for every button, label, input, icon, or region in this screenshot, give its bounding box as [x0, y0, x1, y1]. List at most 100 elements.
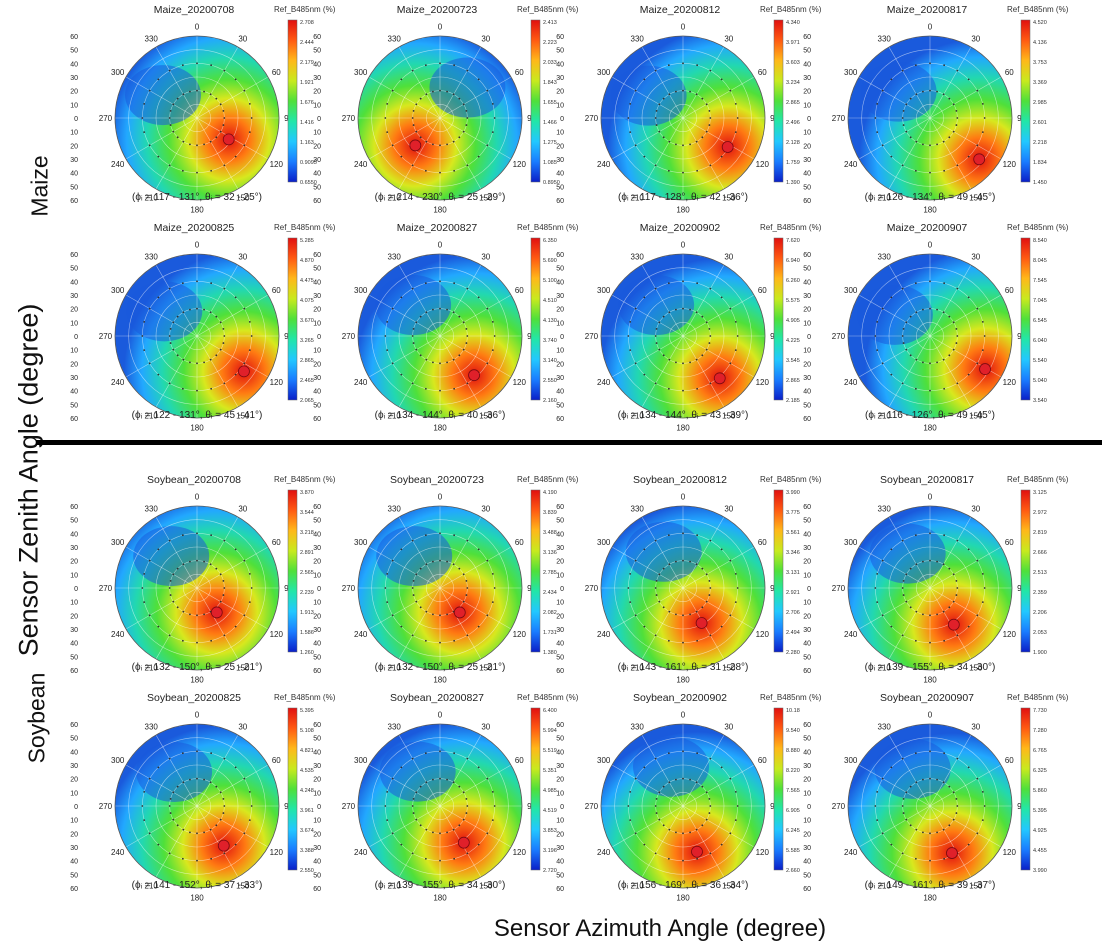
azimuth-line	[611, 764, 684, 807]
sample-point	[658, 321, 661, 324]
sample-point	[929, 362, 931, 365]
sample-point	[157, 625, 160, 628]
sample-point	[658, 791, 661, 794]
sample-point	[477, 548, 480, 551]
zenith-tick-label: 20	[313, 613, 321, 620]
sample-point	[943, 282, 946, 285]
sample-point	[643, 766, 646, 769]
sample-point	[667, 64, 670, 67]
zenith-tick-label: 30	[313, 545, 321, 552]
sample-point	[400, 155, 403, 158]
zenith-tick-label: 60	[556, 198, 564, 205]
azimuth-tick-label: 330	[631, 35, 645, 44]
zenith-tick-label: 0	[807, 804, 811, 811]
colorbar	[530, 237, 541, 401]
zenith-tick-label: 60	[313, 252, 321, 259]
colorbar-label: Ref_B485nm (%)	[1007, 693, 1069, 702]
azimuth-tick-label: 210	[388, 881, 402, 890]
sample-point	[655, 110, 658, 112]
sample-point	[914, 534, 917, 537]
sample-point	[439, 62, 441, 65]
colorbar-tick-label: 3.740	[543, 338, 557, 344]
sample-point	[384, 117, 387, 119]
sample-point	[943, 857, 946, 860]
sample-point	[708, 328, 711, 330]
zenith-tick-label: 30	[313, 75, 321, 82]
sample-point	[701, 354, 704, 357]
sample-point	[223, 805, 226, 807]
sample-point	[148, 144, 151, 147]
polar-heatmap: 0306090120150180210240270300330605040302…	[803, 707, 1047, 903]
azimuth-line	[368, 546, 441, 589]
sample-point	[234, 843, 237, 846]
sample-point	[248, 349, 251, 352]
azimuth-line	[368, 117, 441, 160]
azimuth-tick-label: 0	[438, 22, 443, 31]
sample-point	[243, 832, 246, 835]
azimuth-tick-label: 150	[236, 411, 250, 420]
sample-point	[411, 634, 414, 637]
zenith-tick-label: 60	[313, 504, 321, 511]
sample-point	[874, 587, 877, 589]
zenith-tick-label: 40	[313, 61, 321, 68]
azimuth-tick-label: 60	[272, 68, 281, 77]
sample-point	[627, 117, 630, 119]
sample-point	[929, 307, 931, 310]
zenith-tick-label: 0	[807, 586, 811, 593]
sample-point	[929, 389, 931, 392]
azimuth-line	[858, 76, 931, 119]
sample-point	[452, 311, 455, 314]
sun-position-marker	[946, 847, 958, 859]
sample-point	[400, 843, 403, 846]
sample-point	[157, 296, 160, 299]
azimuth-line	[155, 46, 198, 119]
sample-point	[942, 140, 945, 143]
sample-point	[234, 766, 237, 769]
sample-point	[424, 534, 427, 537]
sample-point	[976, 89, 979, 92]
sample-point	[196, 144, 198, 147]
colorbar-tick-label: 6.765	[1033, 748, 1047, 754]
azimuth-tick-label: 300	[844, 68, 858, 77]
colorbar-tick-label: 1.416	[300, 120, 314, 126]
colorbar-label: Ref_B485nm (%)	[274, 223, 336, 232]
azimuth-tick-label: 120	[756, 848, 770, 857]
sample-point	[929, 614, 931, 617]
zenith-tick-label: 50	[70, 654, 78, 661]
azimuth-tick-label: 210	[388, 411, 402, 420]
zenith-tick-label: 30	[803, 845, 811, 852]
colorbar-tick-label: 1.450	[1033, 180, 1047, 186]
colorbar-tick-label: 2.550	[300, 868, 314, 874]
sample-point	[981, 320, 984, 323]
sample-point	[168, 69, 171, 72]
sample-point	[981, 131, 984, 134]
colorbar-tick-label: 4.821	[300, 748, 314, 754]
sample-point	[196, 362, 198, 365]
sample-point	[922, 778, 924, 781]
sun-position-marker	[238, 365, 250, 378]
azimuth-line	[439, 516, 482, 589]
zenith-tick-label: 60	[556, 504, 564, 511]
colorbar-label: Ref_B485nm (%)	[1007, 5, 1069, 14]
sample-point	[874, 117, 877, 119]
sample-point	[956, 805, 959, 807]
azimuth-line	[888, 587, 931, 660]
sample-point	[955, 342, 958, 344]
sample-point	[915, 311, 918, 314]
azimuth-tick-label: 30	[238, 253, 247, 262]
x-axis-label: Sensor Azimuth Angle (degree)	[493, 915, 827, 942]
zenith-tick-label: 30	[556, 627, 564, 634]
colorbar	[530, 19, 541, 183]
sample-point	[654, 287, 657, 290]
sample-point	[682, 362, 684, 365]
panel-title: Soybean_20200708	[146, 474, 241, 486]
sample-point	[412, 328, 415, 330]
azimuth-tick-label: 240	[597, 848, 611, 857]
azimuth-tick-label: 60	[272, 756, 281, 765]
azimuth-line	[611, 117, 684, 160]
sample-point	[654, 382, 657, 385]
sample-point	[439, 859, 441, 862]
sample-point	[942, 358, 945, 361]
zenith-tick-label: 30	[803, 293, 811, 300]
zenith-tick-label: 10	[803, 348, 811, 355]
